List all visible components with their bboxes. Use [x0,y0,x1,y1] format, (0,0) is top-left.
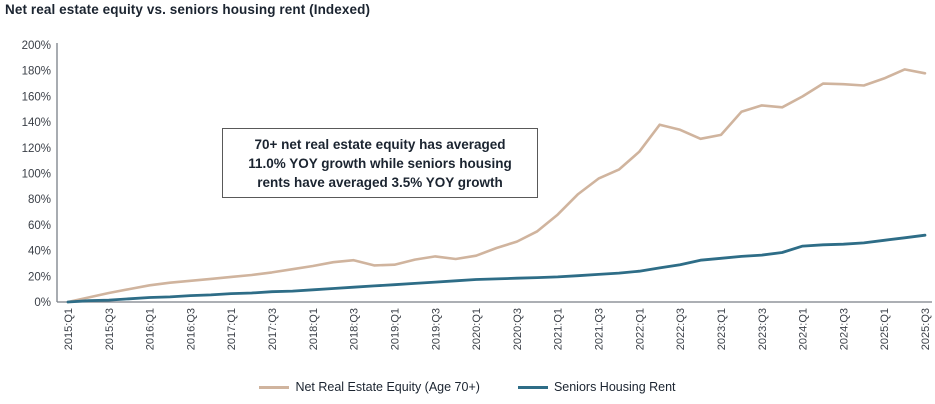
x-axis-tick-label: 2025:Q3 [920,308,932,350]
x-axis-tick-label: 2022:Q1 [634,308,646,350]
y-axis-tick-label: 80% [28,194,51,206]
y-axis-tick-label: 40% [28,246,51,258]
x-axis-tick-label: 2016:Q3 [185,308,197,350]
x-axis-tick-label: 2015:Q3 [104,308,116,350]
chart-title: Net real estate equity vs. seniors housi… [5,2,371,17]
x-axis-tick-label: 2017:Q1 [226,308,238,350]
y-axis-tick-label: 0% [34,297,51,309]
y-axis-tick-label: 140% [22,117,51,129]
y-axis-tick-label: 120% [22,143,51,155]
rent-line-swatch [517,385,548,389]
equity-line-swatch [259,385,290,389]
x-axis-tick-label: 2024:Q3 [838,308,850,350]
x-axis-tick-label: 2021:Q3 [594,308,606,350]
y-axis-tick-label: 60% [28,220,51,232]
legend-label-rent: Seniors Housing Rent [553,380,676,394]
rent-line-series [66,233,927,304]
y-axis-tick-label: 160% [22,91,51,103]
x-axis-tick-label: 2015:Q1 [63,308,75,350]
x-axis-tick-label: 2017:Q3 [267,308,279,350]
x-axis-tick-label: 2022:Q3 [675,308,687,350]
x-axis-tick-label: 2019:Q3 [430,308,442,350]
legend-item-equity: Net Real Estate Equity (Age 70+) [259,380,480,394]
annotation-line-2: 11.0% YOY growth while seniors housing [248,155,512,171]
legend-label-equity: Net Real Estate Equity (Age 70+) [295,380,480,394]
y-axis-tick-label: 180% [22,66,51,78]
x-axis-tick-label: 2025:Q1 [879,308,891,350]
chart-legend: Net Real Estate Equity (Age 70+) Seniors… [0,380,935,394]
x-axis-tick-label: 2020:Q3 [512,308,524,350]
annotation-box: 70+ net real estate equity has averaged … [222,128,538,198]
x-axis-tick-label: 2024:Q1 [798,308,810,350]
x-axis-tick-label: 2023:Q1 [716,308,728,350]
x-axis-tick-label: 2019:Q1 [389,308,401,350]
y-axis-tick-label: 20% [28,271,51,283]
x-axis-tick-label: 2021:Q1 [553,308,565,350]
equity-line-series [66,68,927,304]
legend-item-rent: Seniors Housing Rent [517,380,676,394]
x-axis-tick-label: 2018:Q1 [308,308,320,350]
x-axis-tick-label: 2016:Q1 [145,308,157,350]
x-axis-tick-label: 2018:Q3 [349,308,361,350]
annotation-line-3: rents have averaged 3.5% YOY growth [257,174,503,190]
x-axis-tick-label: 2023:Q3 [757,308,769,350]
y-axis-tick-label: 100% [22,169,51,181]
y-axis-tick-label: 200% [22,40,51,52]
x-axis-tick-label: 2020:Q1 [471,308,483,350]
annotation-line-1: 70+ net real estate equity has averaged [254,136,506,152]
